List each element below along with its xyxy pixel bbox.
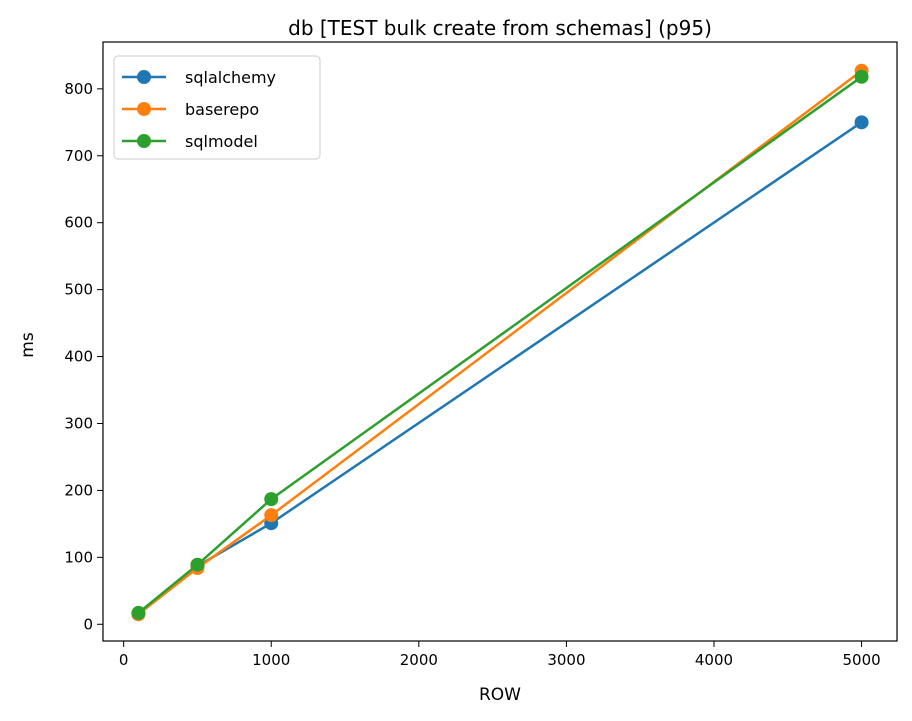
data-point-sqlmodel — [131, 605, 146, 620]
plot-area — [102, 41, 898, 642]
y-tick-label: 200 — [64, 481, 93, 499]
legend-label: baserepo — [185, 100, 259, 119]
x-tick-label: 4000 — [695, 651, 733, 669]
y-tick-label: 800 — [64, 80, 93, 98]
legend: sqlalchemy baserepo sqlmodel — [113, 55, 321, 160]
y-tick-label: 0 — [83, 615, 93, 633]
x-tick-label: 5000 — [842, 651, 880, 669]
series-line-sqlmodel — [137, 75, 863, 614]
y-tick-label: 700 — [64, 147, 93, 165]
y-tick-label: 400 — [64, 348, 93, 366]
x-tick-label: 2000 — [400, 651, 438, 669]
legend-marker — [137, 102, 151, 116]
x-tick-label: 1000 — [252, 651, 290, 669]
legend-marker — [137, 70, 151, 84]
y-tick-label: 300 — [64, 414, 93, 432]
data-point-sqlmodel — [190, 557, 205, 572]
data-point-sqlmodel — [264, 492, 279, 507]
legend-box — [113, 55, 321, 160]
y-tick-label: 500 — [64, 281, 93, 299]
legend-marker — [137, 134, 151, 148]
legend-label: sqlmodel — [185, 132, 258, 151]
legend-label: sqlalchemy — [185, 68, 276, 87]
chart-title: db [TEST bulk create from schemas] (p95) — [288, 16, 712, 40]
data-point-baserepo — [264, 508, 279, 523]
data-point-sqlalchemy — [854, 115, 869, 130]
series-line-sqlalchemy — [137, 121, 863, 616]
data-point-sqlmodel — [854, 69, 869, 84]
x-tick-label: 3000 — [547, 651, 585, 669]
x-tick-label: 0 — [119, 651, 129, 669]
x-axis-label: ROW — [479, 685, 521, 705]
y-axis-label: ms — [18, 332, 38, 358]
y-tick-label: 600 — [64, 214, 93, 232]
series-line-baserepo — [137, 69, 863, 616]
y-tick-label: 100 — [64, 548, 93, 566]
